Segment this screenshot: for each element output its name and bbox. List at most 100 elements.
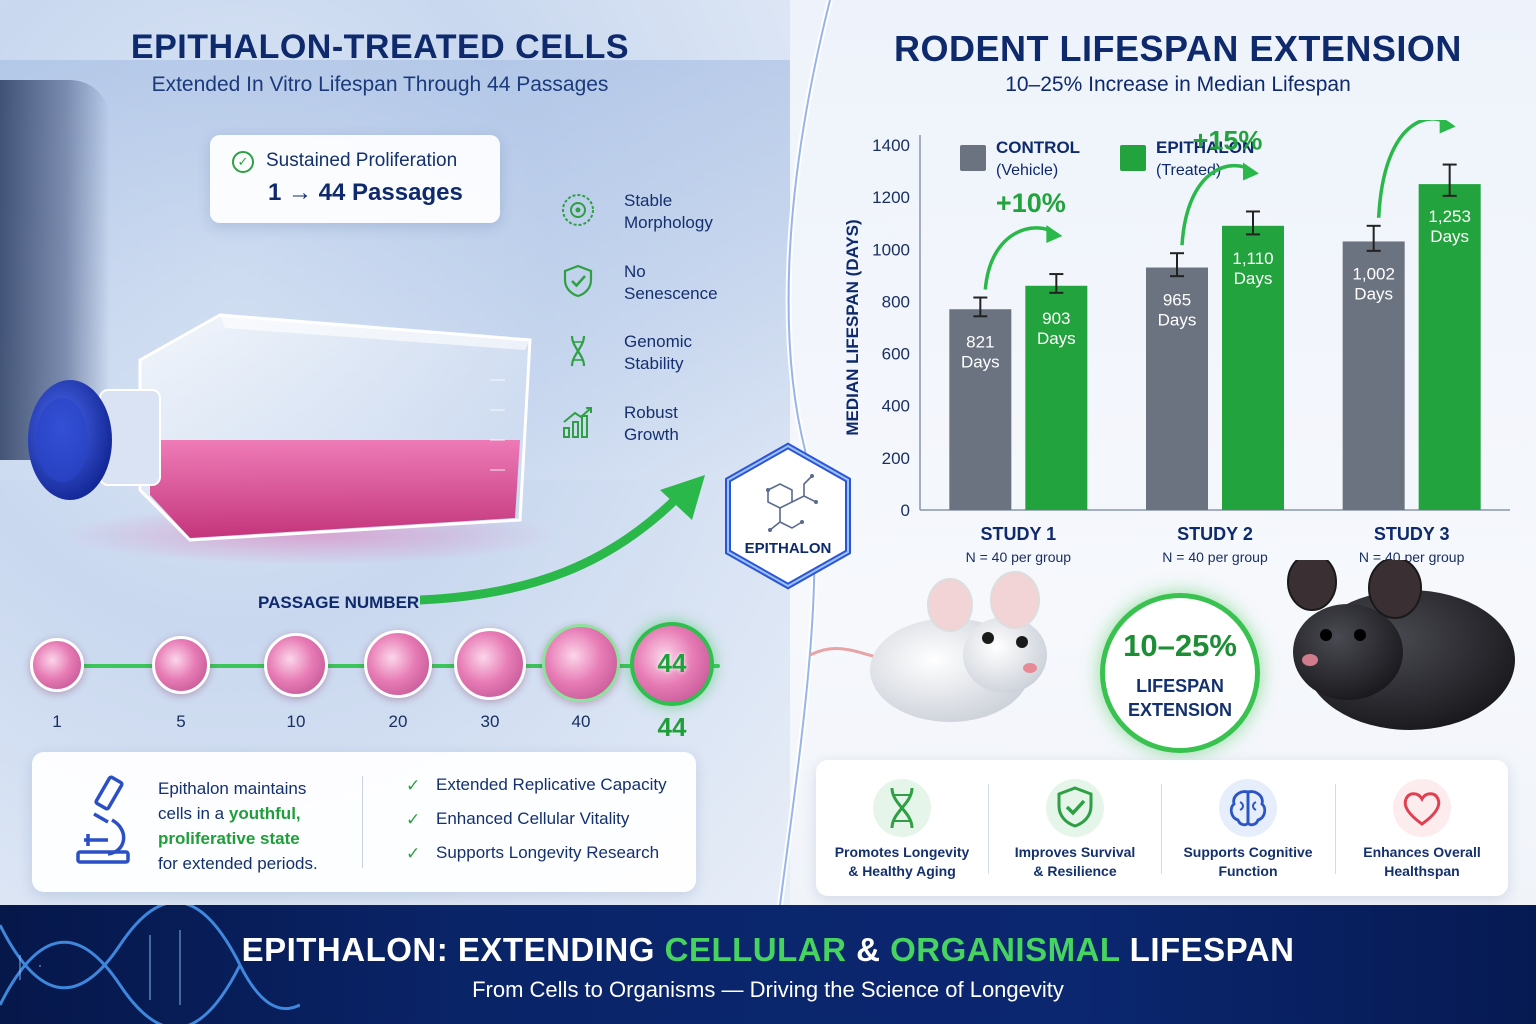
left-title: EPITHALON-TREATED CELLS <box>130 28 630 66</box>
dna-helix-icon <box>0 905 300 1024</box>
proliferation-label: Sustained Proliferation <box>266 150 458 171</box>
list-item: ✓ Extended Replicative Capacity <box>406 775 667 795</box>
increase-arrowhead <box>1439 120 1456 134</box>
culture-flask <box>28 313 532 542</box>
list-item: ✓ Enhanced Cellular Vitality <box>406 809 630 829</box>
extension-percent: 10–25% <box>1123 628 1237 663</box>
feature-morphology: Stable Morphology <box>560 190 760 250</box>
passage-cell <box>454 628 526 700</box>
increase-arrowhead <box>1243 162 1259 181</box>
bar-unit-label: Days <box>1354 284 1393 303</box>
y-tick-label: 1200 <box>872 188 910 207</box>
cell-summary-text: Epithalon maintains cells in a youthful,… <box>158 779 318 873</box>
x-tick-label: STUDY 1 <box>980 524 1056 544</box>
y-tick-label: 600 <box>882 345 910 364</box>
heart-icon <box>1393 779 1451 837</box>
passage-cell <box>364 630 432 698</box>
divider <box>362 776 363 868</box>
increase-label: +15% <box>1193 125 1263 155</box>
bar-value-label: 1,253 <box>1428 207 1471 226</box>
y-tick-label: 1000 <box>872 240 910 259</box>
legend-swatch <box>1120 145 1146 171</box>
check-icon: ✓ <box>406 776 421 795</box>
x-tick-label: STUDY 2 <box>1177 524 1253 544</box>
dna-icon <box>570 335 586 367</box>
right-subtitle: 10–25% Increase in Median Lifespan <box>1005 73 1351 96</box>
passage-number: 5 <box>176 712 186 731</box>
bar-unit-label: Days <box>961 352 1000 371</box>
bar-unit-label: Days <box>1037 329 1076 348</box>
benefit-text: Enhances Overall Healthspan <box>1363 844 1481 879</box>
y-tick-label: 200 <box>882 449 910 468</box>
bar-value-label: 1,002 <box>1352 264 1395 283</box>
left-panel: EPITHALON-TREATED CELLS Extended In Vitr… <box>0 0 790 905</box>
shield-check-icon <box>1046 779 1104 837</box>
benefit-healthspan: Enhances Overall Healthspan <box>1336 760 1508 896</box>
dna-icon <box>873 779 931 837</box>
feature-genomic: Genomic Stability <box>560 331 760 391</box>
bar-unit-label: Days <box>1234 269 1273 288</box>
bar <box>949 309 1012 510</box>
benefit-survival: Improves Survival & Resilience <box>989 760 1161 896</box>
benefit-text: Supports Cognitive Function <box>1183 844 1313 879</box>
growth-chart-icon <box>563 407 592 438</box>
mice-illustration <box>809 560 1515 730</box>
lifespan-bar-chart: 0 200 400 600 800 1000 1200 1400 MEDIAN LIFESPAN… <box>843 120 1510 565</box>
passage-cell <box>542 624 620 702</box>
footer-title: EPITHALON: EXTENDING CELLULAR & ORGANISM… <box>241 931 1295 968</box>
extension-label: LIFESPAN EXTENSION <box>1127 676 1233 720</box>
passage-cell <box>152 636 210 694</box>
legend-note: (Treated) <box>1156 162 1221 179</box>
bar-value-label: 903 <box>1042 309 1070 328</box>
passage-number: 20 <box>388 712 408 731</box>
feature-growth: Robust Growth <box>560 402 760 462</box>
organism-benefits-card: Promotes Longevity & Healthy Aging Improv… <box>816 760 1508 896</box>
cell-morphology-icon <box>562 194 594 226</box>
proliferation-card: ✓ Sustained Proliferation 1 → 44 Passage… <box>210 135 500 223</box>
passage-number-label: PASSAGE NUMBER <box>258 593 420 612</box>
check-icon: ✓ <box>406 844 421 863</box>
benefit-cognitive: Supports Cognitive Function <box>1162 760 1334 896</box>
legend-note: (Vehicle) <box>996 162 1058 179</box>
divider <box>988 784 989 874</box>
y-tick-label: 800 <box>882 292 910 311</box>
bar-value-label: 965 <box>1163 291 1191 310</box>
y-tick-label: 1400 <box>872 136 910 155</box>
bar-unit-label: Days <box>1430 227 1469 246</box>
passage-number: 30 <box>480 712 500 731</box>
passage-badge: 44 <box>657 648 687 678</box>
brain-icon <box>1219 779 1277 837</box>
passage-number: 10 <box>286 712 306 731</box>
bar <box>1146 267 1208 510</box>
x-tick-note: N = 40 per group <box>1162 549 1268 565</box>
right-title: RODENT LIFESPAN EXTENSION <box>894 28 1462 69</box>
epithalon-badge-label: EPITHALON <box>744 540 832 557</box>
growth-arrow <box>420 475 705 605</box>
legend-label: CONTROL <box>996 138 1080 157</box>
bar-value-label: 821 <box>966 332 994 351</box>
benefit-text: Promotes Longevity & Healthy Aging <box>834 844 970 879</box>
increase-arrow <box>983 226 1058 290</box>
x-tick-note: N = 40 per group <box>966 549 1072 565</box>
passage-cell <box>264 633 328 697</box>
y-tick-label: 400 <box>882 397 910 416</box>
feature-text: Robust Growth <box>624 403 679 444</box>
legend-swatch <box>960 145 986 171</box>
shield-check-icon <box>563 264 593 298</box>
bar-value-label: 1,110 <box>1232 249 1273 268</box>
passage-number: 1 <box>52 712 62 731</box>
bar <box>1222 225 1284 511</box>
footer-banner: EPITHALON: EXTENDING CELLULAR & ORGANISM… <box>0 905 1536 1024</box>
passage-number-final: 44 <box>657 712 687 742</box>
x-tick-label: STUDY 3 <box>1374 524 1450 544</box>
passage-number: 40 <box>571 712 591 731</box>
divider <box>1161 784 1162 874</box>
increase-arrowhead <box>1046 225 1063 244</box>
check-circle-icon: ✓ <box>232 151 254 173</box>
check-icon: ✓ <box>406 810 421 829</box>
bar <box>1418 184 1481 510</box>
list-item: ✓ Supports Longevity Research <box>406 843 660 863</box>
y-tick-label: 0 <box>901 501 910 520</box>
epithalon-hexagon-icon <box>725 442 851 590</box>
passage-cell-final <box>630 622 714 706</box>
